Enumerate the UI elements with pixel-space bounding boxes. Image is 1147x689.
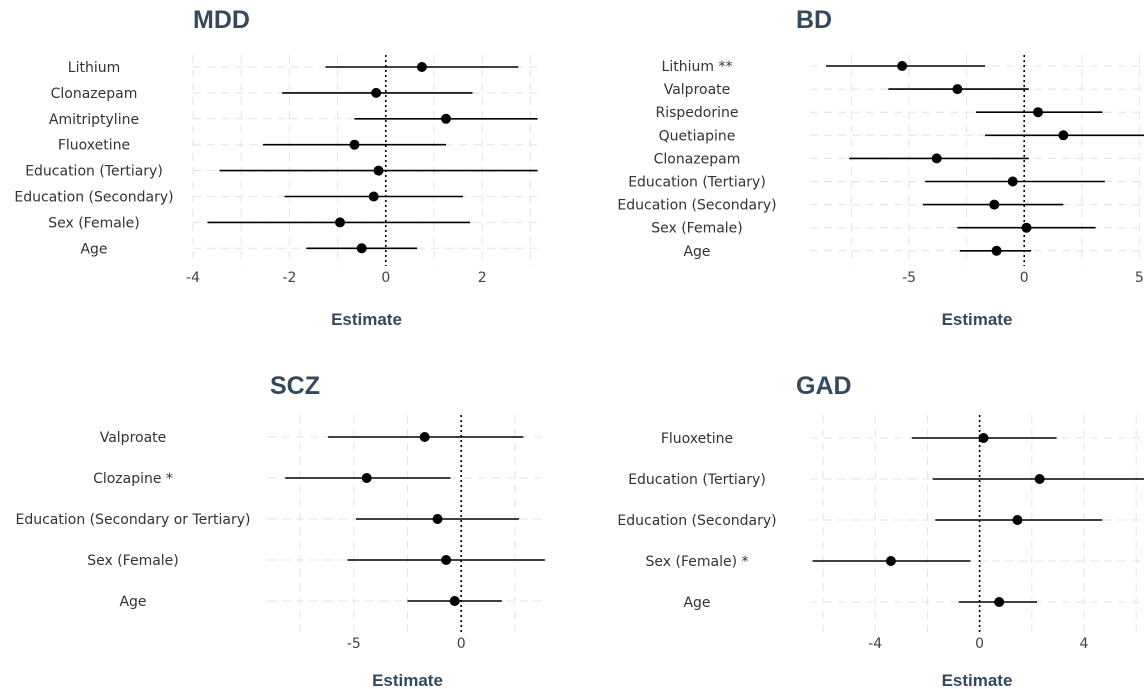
estimate-point	[1021, 222, 1032, 233]
estimate-point	[994, 597, 1005, 607]
estimate-point	[885, 556, 896, 566]
estimate-point	[1012, 515, 1023, 525]
x-tick-label: 4	[1080, 636, 1089, 652]
x-axis-title: Estimate	[331, 310, 402, 329]
estimate-point	[952, 84, 963, 95]
row-label: Clonazepam	[654, 151, 741, 167]
x-axis-title: Estimate	[942, 310, 1013, 329]
estimate-point	[989, 199, 1000, 210]
row-label: Education (Secondary)	[617, 513, 776, 529]
estimate-point	[432, 514, 443, 524]
panel-title: MDD	[193, 6, 250, 34]
estimate-point	[441, 113, 452, 124]
estimate-point	[897, 61, 908, 71]
estimate-point	[991, 245, 1002, 256]
row-label: Quetiapine	[659, 128, 736, 144]
row-label: Age	[80, 241, 107, 257]
estimate-point	[419, 432, 430, 442]
row-label: Clozapine *	[93, 471, 173, 487]
x-tick-label: 0	[1020, 270, 1029, 286]
estimate-point	[1033, 107, 1044, 118]
row-label: Valproate	[664, 82, 731, 98]
estimate-point	[349, 139, 360, 150]
estimate-point	[1007, 176, 1018, 187]
x-tick-label: -4	[186, 270, 200, 286]
row-label: Age	[683, 595, 710, 611]
estimate-point	[373, 165, 384, 176]
x-tick-label: -4	[868, 636, 882, 652]
row-label: Rispedorine	[656, 105, 739, 121]
row-label: Clonazepam	[51, 86, 138, 102]
panel-bd: Lithium ** Valproate Rispedorine Quetiapine…	[617, 6, 1144, 329]
estimate-point	[441, 555, 452, 565]
panel-title: BD	[796, 6, 832, 34]
panel-mdd: Lithium Clonazepam Amitriptyline Fluoxetine…	[14, 6, 540, 329]
estimate-point	[931, 153, 942, 164]
estimate-point	[356, 243, 367, 254]
row-label: Lithium **	[662, 59, 733, 75]
x-axis-title: Estimate	[372, 671, 443, 689]
panel-title: GAD	[796, 372, 852, 400]
estimate-point	[368, 191, 379, 202]
row-label: Age	[119, 594, 146, 610]
panel-gad: Fluoxetine Education (Tertiary) Education …	[617, 372, 1144, 689]
row-label: Fluoxetine	[661, 431, 733, 447]
estimate-point	[361, 473, 372, 483]
x-tick-label: -5	[902, 270, 916, 286]
row-label: Valproate	[100, 430, 167, 446]
row-label: Education (Tertiary)	[628, 175, 766, 191]
x-tick-label: 2	[478, 270, 487, 286]
estimate-point	[1034, 474, 1045, 484]
estimate-point	[334, 217, 345, 228]
x-tick-label: -5	[347, 636, 361, 652]
row-label: Amitriptyline	[49, 112, 139, 128]
row-label: Sex (Female)	[48, 215, 140, 231]
row-label: Lithium	[68, 60, 120, 76]
x-tick-label: 0	[457, 636, 466, 652]
estimate-point	[416, 62, 427, 72]
row-label: Education (Secondary)	[617, 198, 776, 214]
estimate-point	[1058, 130, 1069, 141]
panel-scz: Valproate Clozapine * Education (Secondary…	[16, 372, 547, 689]
estimate-point	[371, 87, 382, 98]
x-axis-title: Estimate	[942, 671, 1013, 689]
estimate-point	[449, 596, 460, 606]
row-label: Education (Tertiary)	[25, 164, 163, 180]
x-tick-label: 0	[381, 270, 390, 286]
row-label: Fluoxetine	[58, 138, 130, 154]
x-tick-label: 0	[975, 636, 984, 652]
row-label: Sex (Female)	[651, 221, 743, 237]
estimate-point	[978, 433, 989, 443]
x-tick-label: 5	[1135, 270, 1144, 286]
row-label: Education (Secondary or Tertiary)	[16, 512, 251, 528]
row-label: Sex (Female)	[87, 553, 179, 569]
x-tick-label: -2	[282, 270, 296, 286]
row-label: Education (Secondary)	[14, 190, 173, 206]
row-label: Age	[683, 244, 710, 260]
row-label: Education (Tertiary)	[628, 472, 766, 488]
panel-title: SCZ	[270, 372, 320, 400]
row-label: Sex (Female) *	[646, 554, 749, 570]
